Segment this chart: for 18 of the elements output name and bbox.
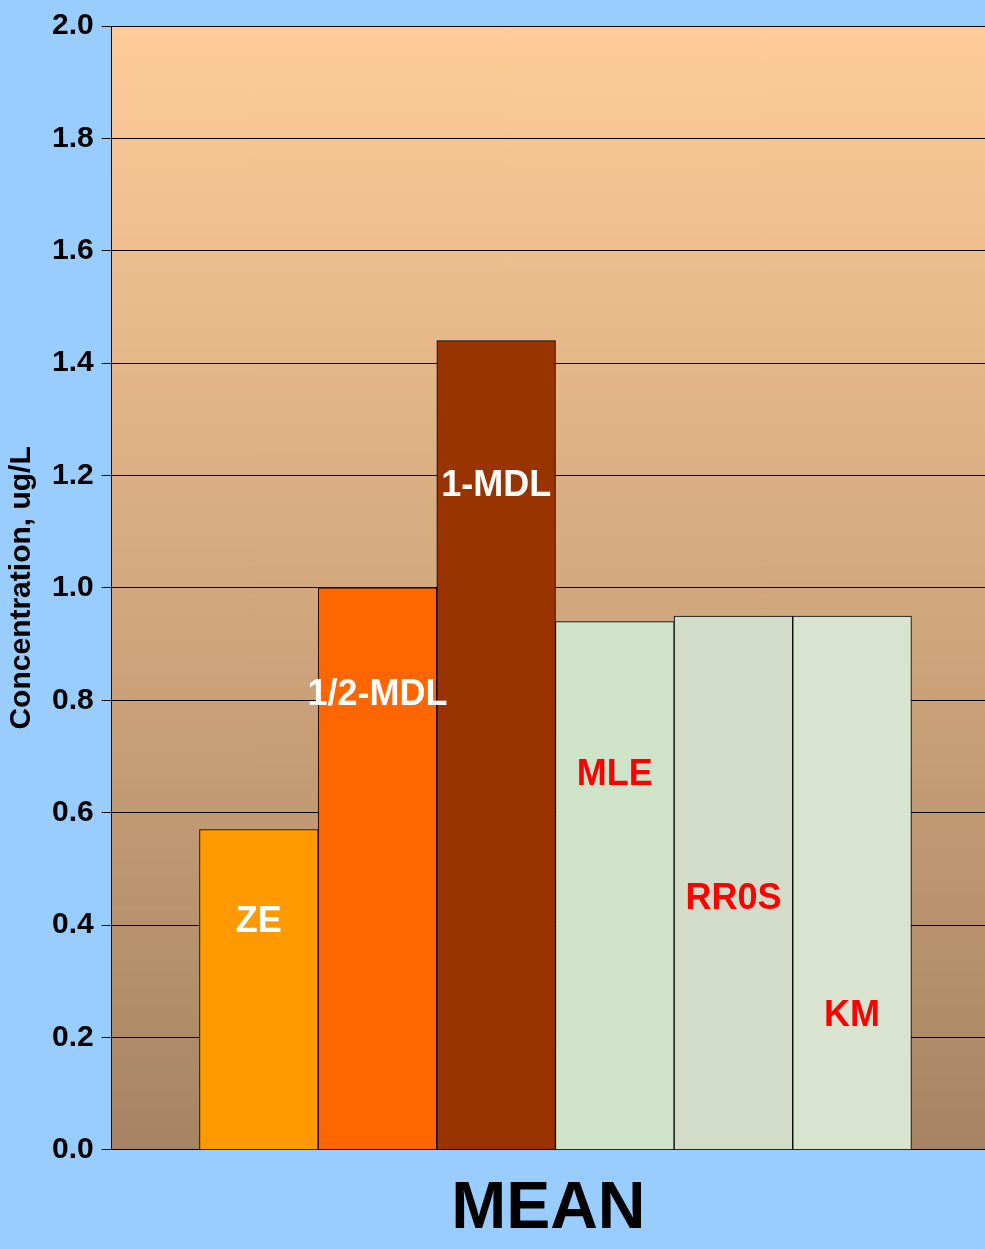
y-tick-label: 1.6 — [51, 232, 94, 266]
y-tick-label: 2.0 — [51, 7, 94, 41]
x-axis-title: MEAN — [451, 1167, 646, 1242]
y-tick-label: 0.4 — [51, 906, 94, 940]
x-tick-label: RR0S — [685, 875, 782, 917]
y-axis-title: Concentration, ug/L — [3, 446, 37, 730]
y-tick-label: 0.0 — [51, 1131, 94, 1165]
y-tick-label: 1.4 — [51, 344, 94, 378]
x-tick-label: 1-MDL — [441, 463, 552, 505]
y-tick-label: 1.0 — [51, 569, 94, 603]
x-tick-label: KM — [824, 993, 881, 1035]
x-tick-label: ZE — [235, 899, 282, 941]
y-tick-label: 0.2 — [51, 1018, 94, 1052]
y-tick-label: 1.2 — [51, 456, 94, 490]
y-tick-label: 1.8 — [51, 119, 94, 153]
x-tick-label: MLE — [576, 751, 653, 793]
y-tick-label: 0.8 — [51, 681, 94, 715]
y-tick-label: 0.6 — [51, 793, 94, 827]
